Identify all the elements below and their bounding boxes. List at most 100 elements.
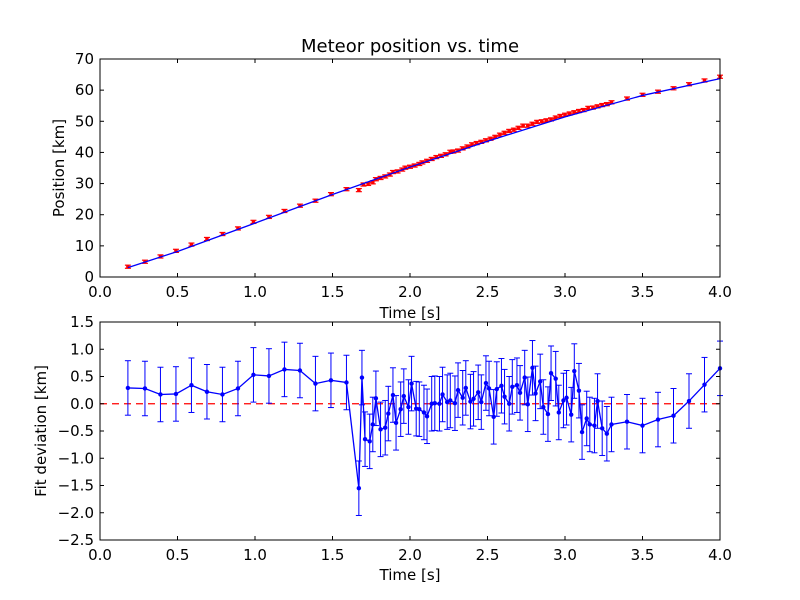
deviation-x-tick-label: 1.0 xyxy=(243,546,267,564)
deviation-data-point xyxy=(266,373,272,379)
deviation-data-point xyxy=(421,410,427,415)
deviation-data-point xyxy=(370,422,375,427)
position-data-point xyxy=(539,119,544,124)
chart-title: Meteor position vs. time xyxy=(301,36,519,57)
deviation-data-point xyxy=(686,398,692,404)
deviation-x-ticks: 0.0 0.5 1.0 1.5 2.0 2.5 3.0 3.5 4.0 xyxy=(88,322,732,564)
deviation-data-point xyxy=(189,383,194,388)
position-x-axis-label: Time [s] xyxy=(379,304,441,322)
position-x-tick-label: 3.0 xyxy=(553,283,577,301)
deviation-data-point xyxy=(553,376,558,381)
deviation-data-point xyxy=(463,385,468,391)
position-y-ticks: 0 10 20 30 40 50 60 70 xyxy=(75,50,720,286)
deviation-data-point xyxy=(373,396,379,401)
deviation-data-point xyxy=(525,402,530,407)
deviation-data-point xyxy=(362,436,368,442)
position-y-tick-label: 60 xyxy=(75,81,94,99)
deviation-data-point xyxy=(545,411,551,417)
deviation-x-tick-label: 1.5 xyxy=(321,546,345,564)
deviation-y-tick-label: −0.5 xyxy=(58,422,94,440)
deviation-data-point xyxy=(378,427,383,432)
position-y-tick-label: 20 xyxy=(75,206,94,224)
deviation-y-tick-label: 0.0 xyxy=(70,395,94,413)
deviation-data-point xyxy=(313,381,318,386)
deviation-data-point xyxy=(499,383,504,388)
position-x-tick-label: 1.5 xyxy=(321,283,345,301)
deviation-data-point xyxy=(424,414,430,419)
deviation-data-point xyxy=(579,429,585,435)
position-data-point xyxy=(502,131,507,135)
deviation-data-point xyxy=(406,404,411,410)
position-data-point xyxy=(512,127,516,132)
deviation-y-tick-label: −1.5 xyxy=(58,477,94,495)
deviation-data-point xyxy=(204,389,210,394)
deviation-data-point xyxy=(600,426,605,431)
deviation-data-point xyxy=(483,380,489,386)
deviation-data-point xyxy=(448,398,453,403)
deviation-x-axis-label: Time [s] xyxy=(379,566,441,584)
deviation-y-tick-label: −2.0 xyxy=(58,504,94,522)
deviation-data-point xyxy=(440,392,445,397)
deviation-x-tick-label: 3.5 xyxy=(631,546,655,564)
deviation-data-point xyxy=(486,386,492,391)
deviation-data-point xyxy=(297,368,303,373)
deviation-data-point xyxy=(702,382,707,387)
deviation-data-point xyxy=(401,393,406,399)
deviation-data-point xyxy=(476,390,481,395)
position-data-point xyxy=(549,117,553,122)
deviation-data-point xyxy=(455,387,461,393)
deviation-data-point xyxy=(514,383,520,388)
position-data-point xyxy=(572,110,577,115)
deviation-data-point xyxy=(344,380,349,385)
deviation-data-point xyxy=(569,412,574,417)
deviation-data-point xyxy=(522,375,527,380)
position-data-point xyxy=(567,111,572,116)
position-data-point xyxy=(586,106,591,110)
position-y-axis-label: Position [km] xyxy=(50,119,68,217)
position-y-tick-label: 30 xyxy=(75,175,94,193)
deviation-y-tick-label: −1.0 xyxy=(58,449,94,467)
deviation-data-point xyxy=(640,423,645,428)
deviation-x-tick-label: 2.5 xyxy=(476,546,500,564)
position-y-tick-label: 50 xyxy=(75,112,94,130)
deviation-data-point xyxy=(491,414,496,420)
position-data-point xyxy=(366,182,370,186)
deviation-data-point xyxy=(541,404,546,410)
position-data-point xyxy=(544,118,549,123)
deviation-data-point xyxy=(173,391,179,397)
deviation-data-point xyxy=(595,398,600,404)
deviation-data-point xyxy=(584,416,589,421)
deviation-data-point xyxy=(398,407,403,412)
position-y-tick-label: 70 xyxy=(75,50,94,68)
position-x-tick-label: 3.5 xyxy=(631,283,655,301)
deviation-data-point xyxy=(359,375,365,380)
fit-line xyxy=(127,77,721,269)
deviation-data-point xyxy=(383,425,388,430)
deviation-data-point xyxy=(432,401,437,406)
position-x-tick-label: 2.5 xyxy=(476,283,500,301)
deviation-data-point xyxy=(548,371,554,376)
position-x-tick-label: 1.0 xyxy=(243,283,267,301)
deviation-x-tick-label: 0.5 xyxy=(166,546,190,564)
deviation-data-point xyxy=(517,390,523,396)
deviation-data-point xyxy=(538,379,543,384)
deviation-data-point xyxy=(510,384,515,390)
deviation-data-point xyxy=(251,372,256,378)
position-data-point xyxy=(516,126,521,130)
deviation-data-point xyxy=(609,422,614,427)
position-x-tick-label: 0.5 xyxy=(166,283,190,301)
deviation-data-point xyxy=(533,391,538,396)
position-data-point xyxy=(553,115,558,120)
position-chart: Meteor position vs. time 0.0 0.5 1.0 1.5 2.0… xyxy=(50,36,732,322)
position-data-point xyxy=(507,129,512,133)
position-data-point xyxy=(470,142,474,147)
deviation-data-point xyxy=(572,368,577,374)
deviation-data-point xyxy=(592,423,597,428)
deviation-x-tick-label: 4.0 xyxy=(708,546,732,564)
deviation-x-tick-label: 0.0 xyxy=(88,546,112,564)
position-data-point xyxy=(357,188,361,192)
position-data-point xyxy=(493,135,498,139)
deviation-data-point xyxy=(479,399,484,405)
deviation-chart: 0.0 0.5 1.0 1.5 2.0 2.5 3.0 3.5 4.0 −2.5 −2.0 −1.5… xyxy=(32,313,732,584)
